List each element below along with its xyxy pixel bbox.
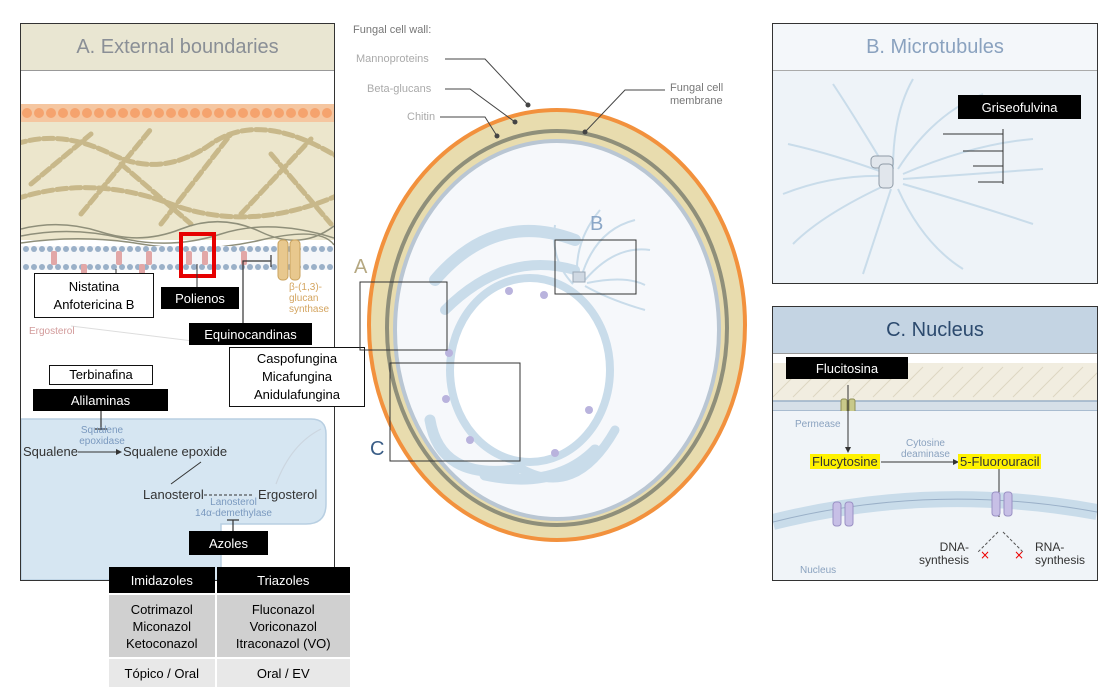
microtubule-strands bbox=[553, 209, 651, 311]
lipid-heads bbox=[23, 246, 333, 270]
table-header-triazoles: Triazoles bbox=[216, 567, 350, 593]
nuclear-envelope-line bbox=[773, 498, 1097, 523]
glucan-strands bbox=[21, 126, 334, 227]
fungal-cell-illustration bbox=[359, 58, 747, 542]
cell-wall-hatch bbox=[773, 366, 1097, 398]
demethylase-label: Lanosterol 14α-demethylase bbox=[195, 497, 272, 519]
zoom-box-b bbox=[554, 239, 637, 295]
chitin-layer bbox=[385, 129, 729, 527]
plasma-membrane bbox=[773, 401, 1097, 411]
marker-a: A bbox=[354, 256, 368, 278]
panel-c-title: C. Nucleus bbox=[886, 318, 984, 341]
endoplasmic-reticulum bbox=[424, 225, 620, 485]
alilaminas-label: Alilaminas bbox=[33, 389, 168, 411]
nistatina-label: Nistatina Anfotericina B bbox=[34, 273, 154, 318]
equinocandinas-label: Equinocandinas bbox=[189, 323, 312, 345]
nuclear-pores bbox=[442, 287, 593, 457]
beta-glucans-label: Beta-glucans bbox=[367, 83, 432, 95]
table-cell-imidazole-route: Tópico / Oral bbox=[109, 659, 215, 687]
azoles-label: Azoles bbox=[189, 531, 268, 555]
candinas-drugs-label: Caspofungina Micafungina Anidulafungina bbox=[229, 347, 365, 407]
fluorouracil-label: 5-Fluorouracil bbox=[958, 454, 1042, 469]
flucytosine-label: Flucytosine bbox=[810, 454, 880, 469]
rna-block-x: × bbox=[1014, 548, 1024, 562]
panel-a-header: A. External boundaries bbox=[21, 24, 334, 71]
dna-block-x: × bbox=[980, 548, 990, 562]
flucytosine-arrowhead bbox=[845, 447, 851, 453]
chitin-label: Chitin bbox=[407, 111, 436, 123]
nucleus-label: Nucleus bbox=[800, 565, 837, 576]
terbinafina-label: Terbinafina bbox=[49, 365, 153, 385]
table-cell-triazole-drugs: Fluconazol Voriconazol Itraconazol (VO) bbox=[216, 595, 350, 657]
er-membrane-region bbox=[21, 418, 327, 580]
panel-b-microtubules bbox=[782, 78, 1044, 275]
panel-c-illustration: × × bbox=[773, 363, 1097, 580]
permease-label: Permease bbox=[795, 419, 841, 430]
table-cell-imidazole-drugs: Cotrimazol Miconazol Ketoconazol bbox=[109, 595, 215, 657]
squalene-epoxidase-label: Squalene epoxidase bbox=[79, 425, 125, 447]
centriole-pair bbox=[870, 155, 894, 189]
rna-synthesis-label: RNA- synthesis bbox=[1035, 540, 1086, 567]
deaminase-arrowhead bbox=[953, 459, 959, 465]
panel-microtubules: B. Microtubules bbox=[772, 23, 1098, 284]
wall-leader-lines bbox=[440, 58, 665, 139]
terbinafine-inhibition-line bbox=[95, 409, 107, 430]
panel-a-title: A. External boundaries bbox=[76, 35, 279, 58]
cytosine-deaminase-label: Cytosine deaminase bbox=[901, 438, 950, 460]
squalene-epoxide-label: Squalene epoxide bbox=[123, 444, 228, 459]
panel-external-boundaries: A. External boundaries bbox=[20, 23, 335, 581]
polienos-label: Polienos bbox=[161, 287, 239, 309]
ergosterol-return-arrow bbox=[275, 428, 322, 485]
lanosterol-label: Lanosterol bbox=[143, 487, 204, 502]
fluorouracil-highlight: 5-Fluorouracil bbox=[958, 454, 1042, 469]
ergosterol-label: Ergosterol bbox=[29, 326, 75, 337]
mannoproteins-label: Mannoproteins bbox=[356, 53, 429, 65]
table-cell-triazole-route: Oral / EV bbox=[216, 659, 350, 687]
flucitosina-label: Flucitosina bbox=[786, 357, 908, 379]
marker-b: B bbox=[590, 213, 604, 235]
fungal-membrane-label: Fungal cell membrane bbox=[670, 82, 724, 107]
panel-nucleus: C. Nucleus × × bbox=[772, 306, 1098, 581]
nucleus-envelope bbox=[446, 274, 614, 466]
flucytosine-highlight: Flucytosine bbox=[810, 454, 880, 469]
arrowhead-epoxide bbox=[116, 449, 122, 455]
panel-c-header: C. Nucleus bbox=[773, 307, 1097, 354]
glucan-synthase-label: β-(1,3)- glucan synthase bbox=[289, 282, 330, 315]
dna-synthesis-label: DNA- synthesis bbox=[918, 540, 969, 567]
zoom-box-a bbox=[359, 281, 448, 351]
ergosterol-product-label: Ergosterol bbox=[258, 487, 318, 502]
wall-title: Fungal cell wall: bbox=[353, 24, 432, 36]
arrow-epoxide-to-lanosterol bbox=[170, 461, 202, 485]
panel-b-illustration bbox=[773, 71, 1097, 283]
azole-table: Imidazoles Triazoles Cotrimazol Miconazo… bbox=[107, 565, 352, 689]
orange-beads bbox=[22, 108, 332, 118]
panel-b-title: B. Microtubules bbox=[866, 35, 1004, 58]
centrosome bbox=[572, 271, 586, 283]
panel-b-header: B. Microtubules bbox=[773, 24, 1097, 71]
griseofulvina-bracket bbox=[943, 129, 1004, 184]
zoom-box-c bbox=[389, 362, 521, 462]
squalene-label: Squalene bbox=[23, 444, 78, 459]
panel-a-illustration bbox=[21, 104, 334, 580]
echinocandin-inhibition-line bbox=[242, 255, 272, 324]
marker-c: C bbox=[370, 438, 385, 460]
glucan-synthase-protein bbox=[277, 239, 301, 281]
ergosterol-leader bbox=[70, 325, 202, 343]
nuclear-pore-proteins bbox=[832, 491, 1013, 527]
table-header-imidazoles: Imidazoles bbox=[109, 567, 215, 593]
griseofulvina-label: Griseofulvina bbox=[958, 95, 1081, 119]
